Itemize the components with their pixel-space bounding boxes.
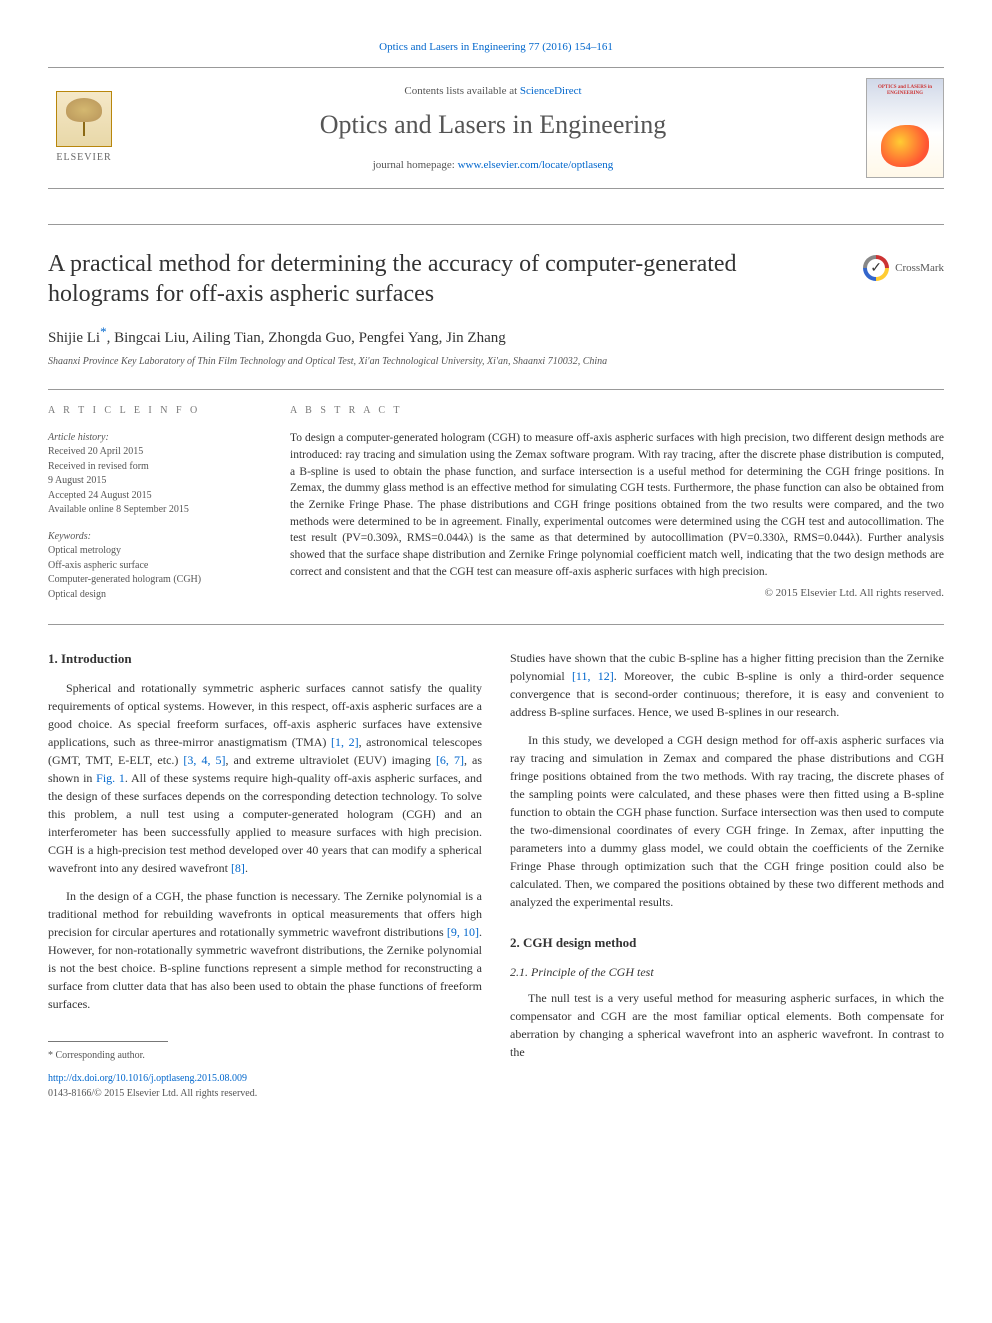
figure-link[interactable]: Fig. 1 [96,771,125,785]
contents-line: Contents lists available at ScienceDirec… [120,84,866,99]
journal-cover-title: OPTICS and LASERS in ENGINEERING [867,85,943,97]
ref-link[interactable]: [3, 4, 5] [183,753,225,767]
doi-line: http://dx.doi.org/10.1016/j.optlaseng.20… [48,1071,482,1086]
intro-p2: In the design of a CGH, the phase functi… [48,887,482,1013]
homepage-link[interactable]: www.elsevier.com/locate/optlaseng [458,159,614,171]
journal-header: ELSEVIER Contents lists available at Sci… [48,67,944,189]
abstract-heading: A B S T R A C T [290,404,944,418]
history-line: Accepted 24 August 2015 [48,489,258,504]
ref-link[interactable]: [8] [231,861,245,875]
ref-link[interactable]: [9, 10] [447,925,479,939]
rule-bottom [48,624,944,625]
top-citation-link[interactable]: Optics and Lasers in Engineering 77 (201… [379,41,613,53]
abstract-text: To design a computer-generated hologram … [290,430,944,580]
authors-line: Shijie Li*, Bingcai Liu, Ailing Tian, Zh… [48,323,944,349]
affiliation: Shaanxi Province Key Laboratory of Thin … [48,355,944,369]
crossmark-badge[interactable]: CrossMark [863,255,944,281]
history-line: Received 20 April 2015 [48,445,258,460]
sciencedirect-link[interactable]: ScienceDirect [520,85,582,97]
ref-link[interactable]: [1, 2] [331,735,359,749]
keyword: Computer-generated hologram (CGH) [48,573,258,588]
body-col-right: Studies have shown that the cubic B-spli… [510,649,944,1101]
top-citation: Optics and Lasers in Engineering 77 (201… [48,40,944,55]
text: In the design of a CGH, the phase functi… [48,889,482,939]
history-line: Available online 8 September 2015 [48,503,258,518]
publisher-logo: ELSEVIER [48,86,120,170]
ref-link[interactable]: [6, 7] [436,753,464,767]
history-line: Received in revised form [48,460,258,475]
keyword: Off-axis aspheric surface [48,559,258,574]
section-2-heading: 2. CGH design method [510,933,944,953]
journal-cover-thumbnail: OPTICS and LASERS in ENGINEERING [866,78,944,178]
keyword: Optical design [48,588,258,603]
authors-rest: , Bingcai Liu, Ailing Tian, Zhongda Guo,… [107,330,506,346]
intro-p1: Spherical and rotationally symmetric asp… [48,679,482,877]
history-line: 9 August 2015 [48,474,258,489]
text: , and extreme ultraviolet (EUV) imaging [225,753,435,767]
rule-top [48,389,944,390]
section-1-heading: 1. Introduction [48,649,482,669]
contents-prefix: Contents lists available at [404,85,519,97]
body-col-left: 1. Introduction Spherical and rotational… [48,649,482,1101]
homepage-line: journal homepage: www.elsevier.com/locat… [120,158,866,173]
section-2-1-heading: 2.1. Principle of the CGH test [510,963,944,981]
keywords-label: Keywords: [48,530,258,545]
intro-p3: Studies have shown that the cubic B-spli… [510,649,944,721]
journal-name: Optics and Lasers in Engineering [120,107,866,143]
keyword: Optical metrology [48,544,258,559]
footnote-separator [48,1041,168,1042]
corresponding-author-note: * Corresponding author. [48,1048,482,1063]
body-columns: 1. Introduction Spherical and rotational… [48,649,944,1101]
intro-p4: In this study, we developed a CGH design… [510,731,944,911]
publisher-label: ELSEVIER [56,151,111,165]
journal-cover-art-icon [881,125,929,167]
elsevier-tree-icon [56,91,112,147]
homepage-prefix: journal homepage: [373,159,458,171]
text: . All of these systems require high-qual… [48,771,482,875]
article-history-label: Article history: [48,431,258,446]
header-spacer [48,197,944,225]
author-primary: Shijie Li [48,330,100,346]
abstract-copyright: © 2015 Elsevier Ltd. All rights reserved… [290,586,944,601]
doi-link[interactable]: http://dx.doi.org/10.1016/j.optlaseng.20… [48,1073,247,1084]
abstract-column: A B S T R A C T To design a computer-gen… [290,404,944,614]
article-info-column: A R T I C L E I N F O Article history: R… [48,404,258,614]
keywords-block: Keywords: Optical metrology Off-axis asp… [48,530,258,603]
s2-1-p1: The null test is a very useful method fo… [510,989,944,1061]
crossmark-icon [863,255,889,281]
ref-link[interactable]: [11, 12] [572,669,614,683]
crossmark-label: CrossMark [895,261,944,276]
article-history-block: Article history: Received 20 April 2015 … [48,431,258,518]
text: . [245,861,248,875]
issn-line: 0143-8166/© 2015 Elsevier Ltd. All right… [48,1086,482,1101]
article-info-heading: A R T I C L E I N F O [48,404,258,419]
article-title: A practical method for determining the a… [48,249,843,309]
